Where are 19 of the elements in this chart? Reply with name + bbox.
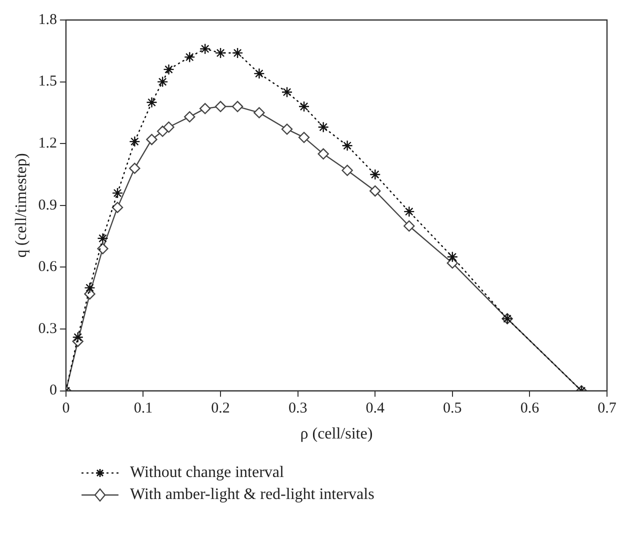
x-tick-label: 0.5 [443,400,462,417]
y-tick-label: 1.5 [38,74,57,90]
x-tick-label: 0.3 [288,400,308,417]
y-tick-label: 0.9 [38,197,57,214]
y-tick-label: 0 [49,382,57,399]
y-tick-label: 1.8 [38,12,57,28]
x-tick-label: 0.6 [520,400,540,417]
y-axis-title: q (cell/timestep) [12,153,30,258]
y-tick-label: 1.2 [38,136,57,152]
x-tick-label: 0 [62,400,70,417]
x-tick-label: 0.1 [134,400,153,417]
x-tick-label: 0.7 [598,400,617,417]
x-axis-title: ρ (cell/site) [300,426,373,443]
legend-label: Without change interval [130,464,284,482]
legend-label: With amber-light & red-light intervals [130,486,374,504]
y-tick-label: 0.6 [38,259,58,276]
x-tick-label: 0.2 [211,400,230,417]
x-tick-label: 0.4 [366,400,385,417]
y-tick-label: 0.3 [38,320,57,337]
